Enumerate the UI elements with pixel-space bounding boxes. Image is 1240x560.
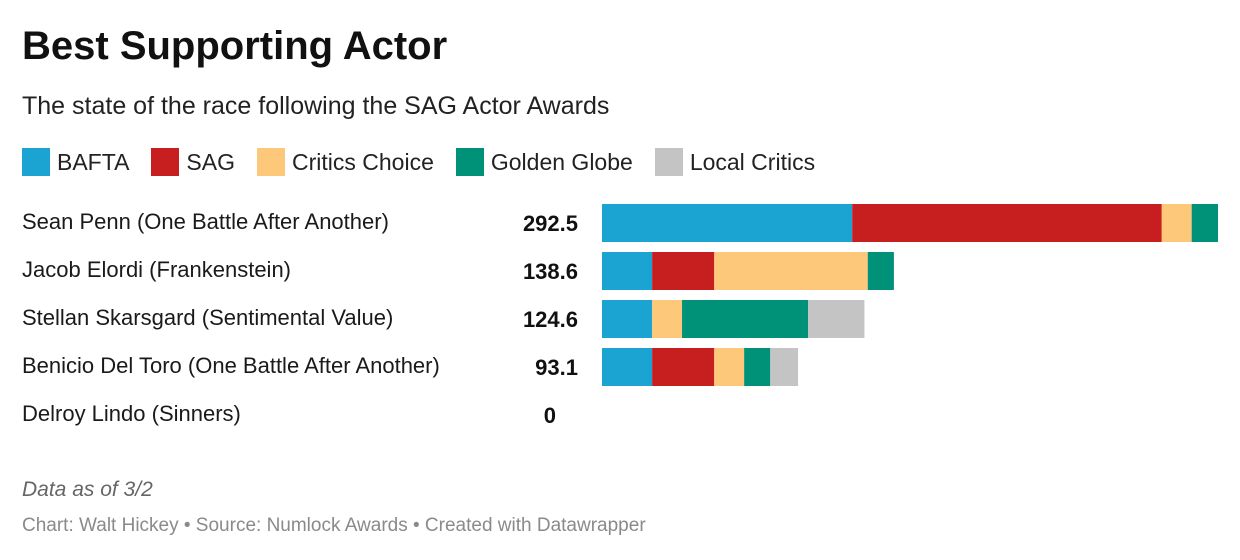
legend-swatch bbox=[455, 148, 484, 176]
bar-segment bbox=[682, 300, 809, 338]
legend-label: SAG bbox=[186, 148, 235, 175]
category-label: Sean Penn (One Battle After Another) bbox=[22, 209, 389, 234]
bar-segment bbox=[1161, 204, 1192, 242]
total-value-label: 124.6 bbox=[523, 307, 578, 332]
bar-segment bbox=[602, 204, 853, 242]
total-value-label: 138.6 bbox=[523, 259, 578, 284]
legend-swatch bbox=[22, 148, 50, 176]
legend-item: Critics Choice bbox=[257, 148, 434, 176]
bar-segment bbox=[714, 348, 745, 386]
legend-swatch bbox=[654, 148, 683, 176]
category-label: Stellan Skarsgard (Sentimental Value) bbox=[22, 305, 393, 330]
legend-label: Critics Choice bbox=[292, 148, 434, 175]
bar-segment bbox=[714, 252, 868, 290]
legend-label: BAFTA bbox=[57, 148, 130, 175]
total-value-label: 292.5 bbox=[523, 211, 578, 236]
legend-label: Golden Globe bbox=[490, 148, 633, 175]
legend: BAFTA SAG Critics Choice Golden Globe Local … bbox=[22, 146, 837, 178]
category-label: Benicio Del Toro (One Battle After Anoth… bbox=[22, 353, 440, 378]
legend-swatch bbox=[257, 148, 285, 176]
data-note: Data as of 3/2 bbox=[22, 478, 153, 501]
bar-segment bbox=[867, 252, 894, 290]
category-label: Jacob Elordi (Frankenstein) bbox=[22, 257, 291, 282]
bar-segment bbox=[852, 204, 1162, 242]
total-value-label: 93.1 bbox=[535, 355, 578, 380]
bar-segment bbox=[744, 348, 771, 386]
category-label: Delroy Lindo (Sinners) bbox=[22, 401, 241, 426]
legend-item: SAG bbox=[151, 148, 235, 176]
bar-segment bbox=[652, 300, 683, 338]
chart-subtitle: The state of the race following the SAG … bbox=[22, 92, 610, 120]
chart-title: Best Supporting Actor bbox=[22, 24, 448, 68]
legend-swatch bbox=[151, 148, 180, 176]
chart-footer: Chart: Walt Hickey • Source: Numlock Awa… bbox=[22, 515, 646, 536]
bar-segment bbox=[808, 300, 865, 338]
bar-segment bbox=[770, 348, 799, 386]
bar-segment bbox=[1191, 204, 1218, 242]
bar-segment bbox=[652, 252, 715, 290]
legend-label: Local Critics bbox=[689, 148, 816, 175]
stacked-bar-chart: Sean Penn (One Battle After Another) 292.… bbox=[22, 204, 1218, 428]
legend-item: Golden Globe bbox=[455, 148, 633, 176]
legend-item: BAFTA bbox=[22, 148, 129, 176]
bar-segment bbox=[652, 348, 715, 386]
bar-segment bbox=[602, 252, 653, 290]
total-value-label: 0 bbox=[544, 403, 556, 428]
legend-item: Local Critics bbox=[654, 148, 816, 176]
bar-segment bbox=[602, 348, 653, 386]
bar-segment bbox=[602, 300, 653, 338]
